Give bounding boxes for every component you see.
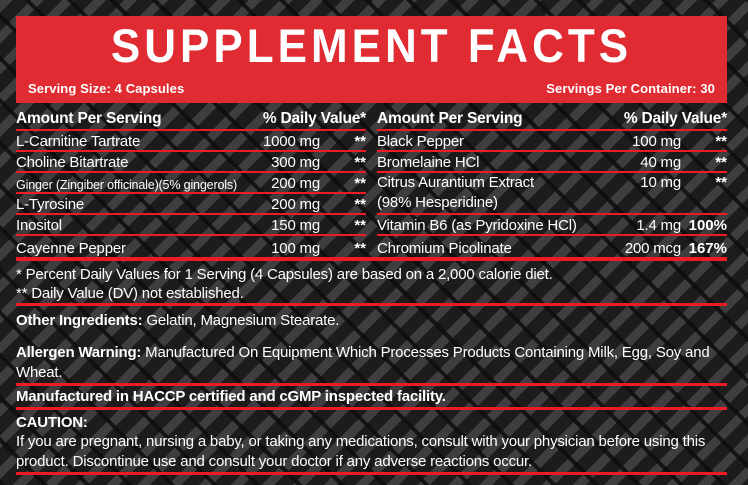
table-row: L-Carnitine Tartrate 1000 mg ** (16, 131, 366, 152)
nutrient-dv: 167% (688, 240, 727, 257)
allergen-warning-text: Allergen Warning: Manufactured On Equipm… (16, 343, 716, 383)
table-row: Cayenne Pepper 100 mg ** (16, 236, 366, 257)
nutrient-name: L-Carnitine Tartrate (16, 133, 141, 150)
serving-info-row: Serving Size: 4 Capsules Servings Per Co… (28, 81, 715, 96)
manufactured-text: Manufactured in HACCP certified and cGMP… (16, 388, 446, 405)
column-header-amount: Amount Per Serving (377, 110, 523, 127)
facts-table-left: Amount Per Serving % Daily Value* L-Carn… (16, 106, 366, 257)
nutrient-dv: ** (354, 217, 366, 234)
column-header-dv: % Daily Value* (262, 110, 366, 127)
divider (16, 472, 727, 475)
facts-table-right: Amount Per Serving % Daily Value* Black … (377, 106, 727, 257)
table-row: L-Tyrosine 200 mg ** (16, 194, 366, 215)
nutrient-name: Vitamin B6 (as Pyridoxine HCl) (377, 217, 577, 234)
facts-table: Amount Per Serving % Daily Value* L-Carn… (16, 106, 727, 257)
caution-heading: CAUTION: (16, 414, 88, 431)
nutrient-amount: 40 mg (640, 154, 681, 171)
column-header-amount: Amount Per Serving (16, 110, 162, 127)
nutrient-name-line2: (98% Hesperidine) (377, 194, 498, 211)
nutrient-dv: ** (715, 174, 727, 191)
nutrient-dv: ** (354, 196, 366, 213)
footnote-daily-values: * Percent Daily Values for 1 Serving (4 … (16, 266, 553, 283)
header-band: SUPPLEMENT FACTS Serving Size: 4 Capsule… (16, 16, 727, 103)
nutrient-amount: 1.4 mg (636, 217, 681, 234)
nutrient-dv: ** (354, 175, 366, 192)
other-ingredients-text: Other Ingredients: Gelatin, Magnesium St… (16, 311, 727, 330)
column-header-dv: % Daily Value* (623, 110, 727, 127)
nutrient-amount: 200 mg (271, 175, 320, 192)
other-ingredients-label: Other Ingredients: (16, 312, 143, 329)
divider (16, 303, 727, 306)
nutrient-dv: ** (715, 133, 727, 150)
table-row: Vitamin B6 (as Pyridoxine HCl) 1.4 mg 10… (377, 215, 727, 236)
nutrient-amount: 200 mg (271, 196, 320, 213)
nutrient-name: Black Pepper (377, 133, 464, 150)
nutrient-amount: 100 mg (271, 240, 320, 257)
servings-per-container-text: Servings Per Container: 30 (546, 81, 715, 96)
table-row: Chromium Picolinate 200 mcg 167% (377, 236, 727, 257)
nutrient-name: Bromelaine HCl (377, 154, 480, 171)
nutrient-name: L-Tyrosine (16, 196, 85, 213)
table-row: Citrus Aurantium Extract (98% Hesperidin… (377, 173, 727, 215)
column-header-row: Amount Per Serving % Daily Value* (16, 106, 366, 131)
nutrient-name: Choline Bitartrate (16, 154, 129, 171)
serving-size-text: Serving Size: 4 Capsules (28, 81, 185, 96)
nutrient-dv: 100% (688, 217, 727, 234)
nutrient-dv: ** (354, 133, 366, 150)
table-row: Ginger (Zingiber officinale)(5% gingerol… (16, 173, 366, 194)
nutrient-name: Chromium Picolinate (377, 240, 512, 257)
other-ingredients-value: Gelatin, Magnesium Stearate. (142, 312, 340, 329)
allergen-warning-label: Allergen Warning: (16, 344, 142, 361)
nutrient-dv: ** (354, 154, 366, 171)
divider (16, 257, 727, 261)
column-header-row: Amount Per Serving % Daily Value* (377, 106, 727, 131)
page-title: SUPPLEMENT FACTS (110, 20, 633, 73)
nutrient-amount: 150 mg (271, 217, 320, 234)
divider (16, 383, 727, 386)
nutrient-name: Cayenne Pepper (16, 240, 126, 257)
table-row: Inositol 150 mg ** (16, 215, 366, 236)
caution-text: If you are pregnant, nursing a baby, or … (16, 433, 706, 470)
nutrient-name: Inositol (16, 217, 62, 234)
table-row: Bromelaine HCl 40 mg ** (377, 152, 727, 173)
allergen-warning-value: Manufactured On Equipment Which Processe… (16, 344, 710, 381)
divider (16, 407, 727, 410)
nutrient-amount: 1000 mg (263, 133, 320, 150)
nutrient-amount: 100 mg (632, 133, 681, 150)
nutrient-amount: 10 mg (640, 174, 681, 191)
nutrient-name-line1: Citrus Aurantium Extract (377, 174, 534, 191)
nutrient-amount: 200 mcg (624, 240, 681, 257)
table-row: Choline Bitartrate 300 mg ** (16, 152, 366, 173)
nutrient-name: Ginger (Zingiber officinale)(5% gingerol… (16, 178, 237, 192)
footnote-not-established: ** Daily Value (DV) not established. (16, 285, 244, 302)
nutrient-dv: ** (354, 240, 366, 257)
nutrient-amount: 300 mg (271, 154, 320, 171)
nutrient-name: Citrus Aurantium Extract (98% Hesperidin… (377, 173, 603, 213)
label-content: SUPPLEMENT FACTS Serving Size: 4 Capsule… (16, 16, 727, 475)
table-row: Black Pepper 100 mg ** (377, 131, 727, 152)
nutrient-dv: ** (715, 154, 727, 171)
